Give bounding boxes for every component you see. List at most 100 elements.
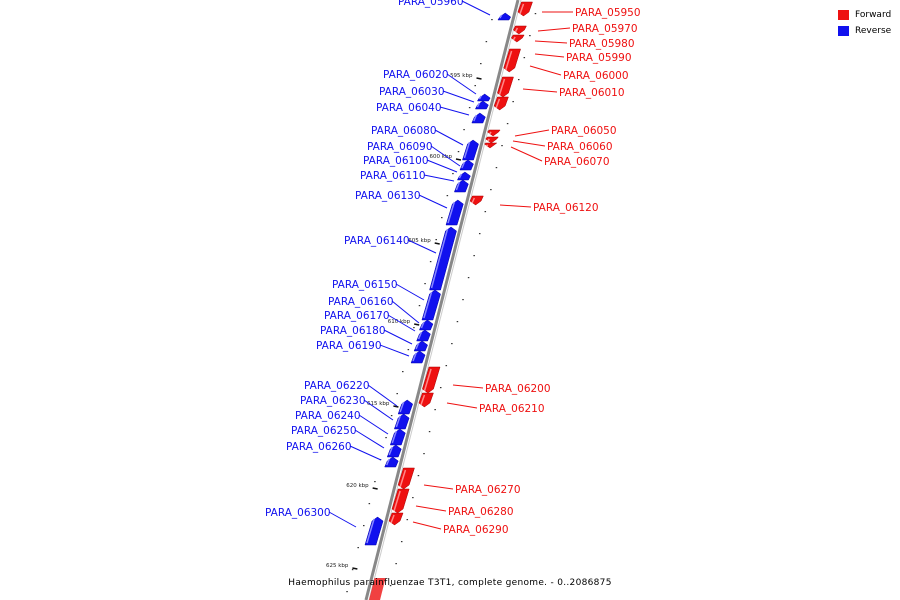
gene-label[interactable]: PARA_06110: [360, 170, 426, 182]
gene-label[interactable]: PARA_06050: [551, 125, 617, 137]
gene-label[interactable]: PARA_05990: [566, 52, 632, 64]
gene-label[interactable]: PARA_05960: [398, 0, 464, 8]
gene-arrow[interactable]: [388, 512, 404, 526]
gene-para-06070[interactable]: PARA_06070: [484, 142, 610, 168]
gene-label[interactable]: PARA_06020: [383, 69, 449, 81]
gene-arrow[interactable]: [503, 48, 521, 73]
gene-para-06270[interactable]: PARA_06270: [397, 467, 521, 496]
gene-para-06090[interactable]: PARA_06090: [367, 141, 474, 171]
gene-label[interactable]: PARA_06180: [320, 325, 386, 337]
gene-para-06030[interactable]: PARA_06030: [379, 86, 489, 110]
gene-label[interactable]: PARA_06130: [355, 190, 421, 202]
gene-arrow[interactable]: [454, 179, 469, 193]
gene-arrow[interactable]: [476, 93, 491, 102]
gene-arrow[interactable]: [493, 96, 509, 111]
gene-arrow[interactable]: [391, 488, 410, 514]
gene-para-06220[interactable]: PARA_06220: [304, 380, 413, 415]
gene-para-06120[interactable]: PARA_06120: [469, 195, 599, 214]
gene-para-06260[interactable]: PARA_06260: [286, 441, 399, 468]
gene-label[interactable]: PARA_06250: [291, 425, 357, 437]
gene-arrow[interactable]: [413, 340, 428, 352]
gene-arrow[interactable]: [422, 366, 441, 394]
gene-para-06040[interactable]: PARA_06040: [376, 102, 486, 124]
gene-label[interactable]: PARA_06290: [443, 524, 509, 536]
gene-label[interactable]: PARA_06270: [455, 484, 521, 496]
gene-label[interactable]: PARA_06220: [304, 380, 370, 392]
gene-para-05980[interactable]: PARA_05980: [511, 34, 635, 50]
gene-arrow[interactable]: [497, 12, 512, 21]
gene-label[interactable]: PARA_06040: [376, 102, 442, 114]
gene-arrow[interactable]: [469, 195, 484, 206]
gene-features[interactable]: PARA_05950 PARA_05960 PARA_05970 PARA_05980…: [265, 0, 641, 600]
gene-arrow[interactable]: [485, 136, 499, 144]
gene-arrow[interactable]: [397, 467, 415, 490]
gene-arrow[interactable]: [517, 1, 533, 17]
gene-para-05950[interactable]: PARA_05950: [517, 1, 641, 19]
gene-para-06240[interactable]: PARA_06240: [295, 410, 406, 446]
gene-label[interactable]: PARA_06010: [559, 87, 625, 99]
gene-arrow[interactable]: [474, 100, 489, 110]
gene-label[interactable]: PARA_06090: [367, 141, 433, 153]
gene-arrow[interactable]: [513, 25, 527, 35]
gene-label[interactable]: PARA_06100: [363, 155, 429, 167]
gene-label[interactable]: PARA_06140: [344, 235, 410, 247]
gene-label[interactable]: PARA_06160: [328, 296, 394, 308]
gene-arrow[interactable]: [456, 171, 471, 181]
gene-para-06010[interactable]: PARA_06010: [493, 87, 625, 111]
gene-para-06250[interactable]: PARA_06250: [291, 425, 402, 458]
gene-label[interactable]: PARA_05980: [569, 38, 635, 50]
gene-label[interactable]: PARA_06070: [544, 156, 610, 168]
gene-arrow[interactable]: [419, 319, 434, 331]
gene-para-06160[interactable]: PARA_06160: [328, 296, 434, 331]
gene-para-05990[interactable]: PARA_05990: [503, 48, 632, 73]
gene-arrow[interactable]: [384, 456, 399, 468]
gene-label[interactable]: PARA_06260: [286, 441, 352, 453]
gene-arrow[interactable]: [487, 129, 501, 137]
gene-para-06190[interactable]: PARA_06190: [316, 340, 426, 364]
gene-para-06300[interactable]: PARA_06300: [265, 507, 384, 546]
gene-para-06060[interactable]: PARA_06060: [485, 136, 613, 153]
gene-para-06210[interactable]: PARA_06210: [418, 392, 545, 415]
gene-para-06140[interactable]: PARA_06140: [344, 226, 457, 291]
gene-para-06020[interactable]: PARA_06020: [383, 69, 491, 102]
gene-para-06150[interactable]: PARA_06150: [332, 279, 441, 321]
gene-arrow[interactable]: [471, 112, 486, 124]
gene-arrow[interactable]: [497, 76, 514, 98]
gene-para-06130[interactable]: PARA_06130: [355, 190, 464, 226]
gene-para-06100[interactable]: PARA_06100: [363, 155, 471, 181]
gene-label[interactable]: PARA_06210: [479, 403, 545, 415]
gene-arrow[interactable]: [410, 350, 426, 364]
gene-label[interactable]: PARA_06280: [448, 506, 514, 518]
gene-label[interactable]: PARA_06060: [547, 141, 613, 153]
gene-label[interactable]: PARA_06150: [332, 279, 398, 291]
gene-para-06050[interactable]: PARA_06050: [487, 125, 617, 137]
gene-label[interactable]: PARA_05970: [572, 23, 638, 35]
gene-para-05960[interactable]: PARA_05960: [398, 0, 512, 21]
gene-arrow[interactable]: [418, 392, 434, 408]
gene-para-06230[interactable]: PARA_06230: [300, 395, 410, 430]
gene-para-06170[interactable]: PARA_06170: [324, 310, 431, 342]
gene-arrow[interactable]: [484, 142, 498, 149]
gene-label[interactable]: PARA_06170: [324, 310, 390, 322]
gene-para-06110[interactable]: PARA_06110: [360, 170, 469, 193]
gene-arrow[interactable]: [511, 34, 525, 43]
gene-para-06080[interactable]: PARA_06080: [371, 125, 479, 161]
gene-label[interactable]: PARA_06230: [300, 395, 366, 407]
gene-partial-bottom[interactable]: [369, 578, 386, 600]
gene-arrow[interactable]: [386, 444, 402, 458]
gene-para-06180[interactable]: PARA_06180: [320, 325, 428, 352]
gene-label[interactable]: PARA_06300: [265, 507, 331, 519]
gene-para-06280[interactable]: PARA_06280: [391, 488, 514, 518]
gene-para-06200[interactable]: PARA_06200: [422, 366, 551, 395]
gene-label[interactable]: PARA_06080: [371, 125, 437, 137]
gene-label[interactable]: PARA_06000: [563, 70, 629, 82]
gene-label[interactable]: PARA_06200: [485, 383, 551, 395]
gene-label[interactable]: PARA_06190: [316, 340, 382, 352]
gene-arrow[interactable]: [416, 329, 431, 342]
gene-para-06000[interactable]: PARA_06000: [497, 65, 629, 98]
gene-label[interactable]: PARA_06120: [533, 202, 599, 214]
gene-para-06290[interactable]: PARA_06290: [388, 512, 509, 536]
gene-arrow[interactable]: [459, 159, 474, 171]
gene-label[interactable]: PARA_06240: [295, 410, 361, 422]
